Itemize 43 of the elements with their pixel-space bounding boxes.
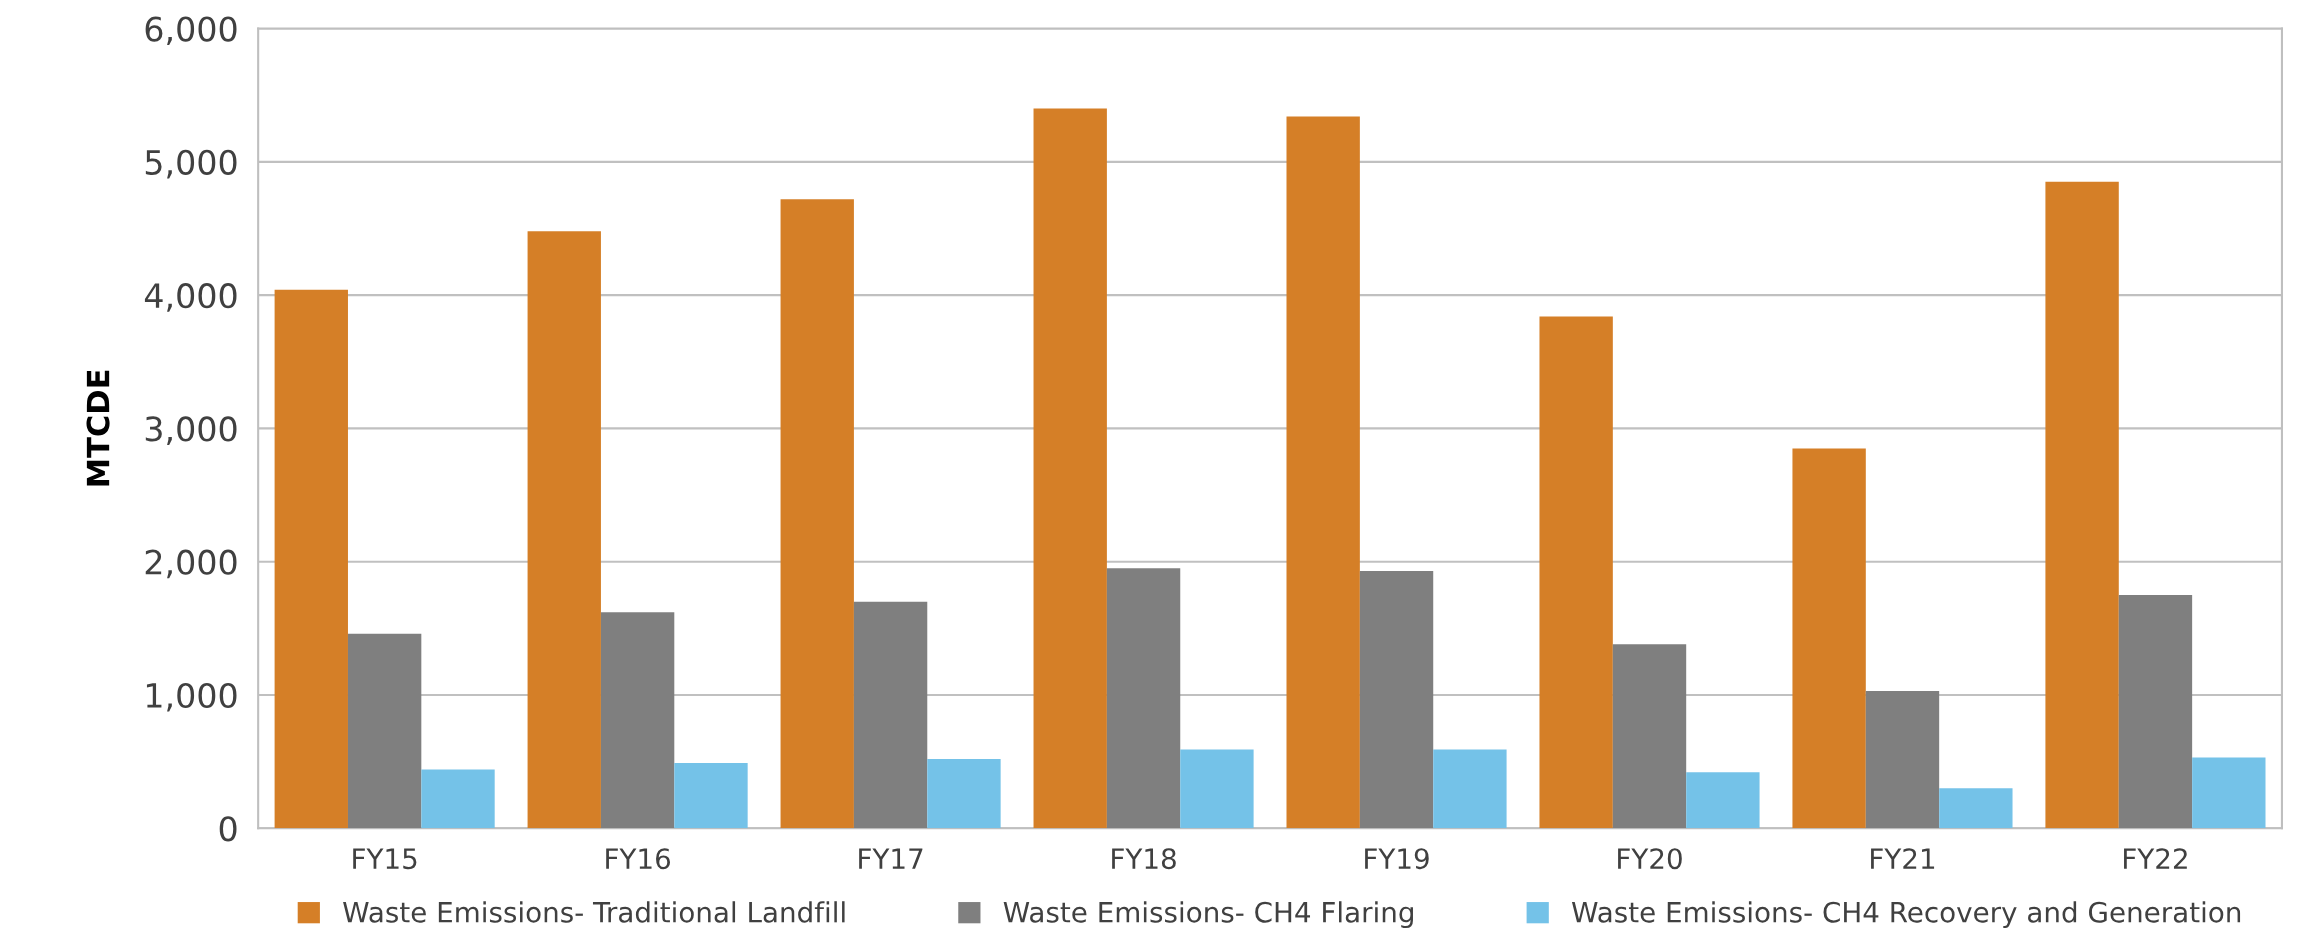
bar <box>2118 595 2193 829</box>
bar <box>1686 772 1760 829</box>
bar <box>780 199 854 829</box>
y-tick-label: 5,000 <box>145 149 237 179</box>
y-tick-label: 1,000 <box>146 682 237 712</box>
legend-label: Waste Emissions- CH4 Flaring <box>1003 901 1413 929</box>
x-tick-label: FY19 <box>1365 848 1429 870</box>
bar <box>2045 181 2119 829</box>
bar <box>2192 757 2266 829</box>
bar <box>527 231 601 829</box>
bar <box>1939 788 2013 829</box>
bar <box>600 612 675 829</box>
bar <box>1792 448 1866 829</box>
x-tick-label: FY15 <box>353 848 417 870</box>
bar <box>1180 749 1254 829</box>
bar <box>1033 108 1107 829</box>
bar <box>1433 749 1507 829</box>
bar <box>927 758 1001 829</box>
x-tick-label: FY17 <box>859 848 923 869</box>
bar <box>1286 116 1360 829</box>
x-tick-label: FY18 <box>1112 848 1176 870</box>
y-axis-title: MTCDE <box>86 370 110 486</box>
y-tick-label: 3,000 <box>145 416 237 445</box>
x-tick-label: FY20 <box>1618 848 1682 870</box>
bar <box>1359 571 1434 829</box>
bar <box>674 762 748 829</box>
x-tick-label: FY21 <box>1871 848 1935 869</box>
bar <box>421 769 495 829</box>
y-tick-label: 0 <box>219 816 237 842</box>
y-tick-label: 6,000 <box>145 16 237 46</box>
bar <box>274 289 348 829</box>
bar <box>1106 568 1181 829</box>
bar <box>1865 690 1940 829</box>
bar <box>853 601 928 829</box>
bar <box>1539 316 1613 829</box>
y-tick-label: 2,000 <box>145 549 237 579</box>
y-tick-label: 4,000 <box>144 283 237 312</box>
x-tick-label: FY16 <box>606 848 671 870</box>
bar <box>1612 644 1687 829</box>
legend-label: Waste Emissions- CH4 Recovery and Generation <box>1571 901 2241 929</box>
bar <box>347 633 422 829</box>
legend-label: Waste Emissions- Traditional Landfill <box>343 901 845 923</box>
x-tick-label: FY22 <box>2124 848 2187 869</box>
